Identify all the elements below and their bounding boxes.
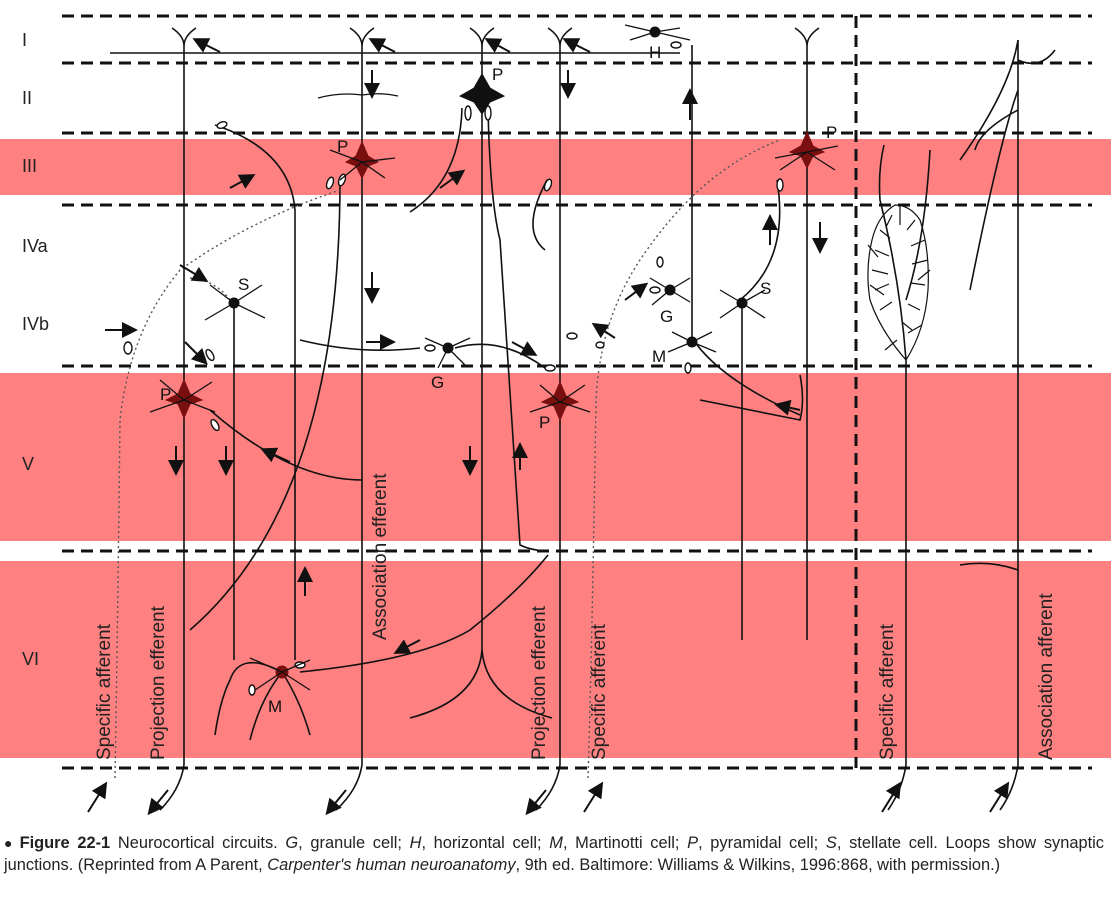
caption-figure-number: Figure 22-1: [19, 834, 111, 852]
caption-g-desc: , granule cell;: [298, 834, 410, 852]
layer-label-VI: VI: [22, 649, 39, 669]
caption-book-title: Carpenter's human neuroanatomy: [267, 856, 516, 874]
band-layer-III: [0, 139, 1111, 195]
layer-label-III: III: [22, 156, 37, 176]
layer-label-II: II: [22, 88, 32, 108]
pyramidal-cell-layer-II: [458, 72, 506, 115]
pyramidal-cell-layer-III-right: [788, 130, 826, 170]
cell-label-P-layer-III-left: P: [337, 137, 348, 156]
cell-label-P-layer-V-right: P: [539, 413, 550, 432]
afferent-arbor: [867, 204, 931, 361]
specific-afferent-dotted: [114, 139, 781, 779]
caption-abbr-h: H: [409, 834, 422, 852]
layer-label-I: I: [22, 30, 27, 50]
caption-abbr-p: P: [687, 834, 699, 852]
direction-arrows: [87, 38, 1010, 816]
cell-label-G-right: G: [660, 307, 673, 326]
cell-label-S-left: S: [238, 275, 249, 294]
label-specific-afferent-center: Specific afferent: [589, 623, 610, 760]
caption-text-intro: Neurocortical circuits.: [117, 834, 286, 852]
caption-text-end: , 9th ed. Baltimore: Williams & Wilkins,…: [515, 856, 1001, 874]
caption-s-desc: , stellate cell. Loops show synaptic jun…: [4, 834, 1104, 874]
cell-label-P-layer-II: P: [492, 65, 503, 84]
caption-m-desc: , Martinotti cell;: [562, 834, 688, 852]
cortical-circuit-diagram: I II III IVa IVb V VI: [0, 14, 1111, 816]
band-layer-VI: [0, 561, 1111, 758]
cell-label-P-layer-V-left: P: [160, 385, 171, 404]
pyramidal-cell-layer-V-left: [164, 378, 204, 420]
pyramidal-cell-layer-V-right: [540, 380, 580, 422]
label-projection-efferent-left: Projection efferent: [148, 605, 169, 760]
label-association-afferent: Association afferent: [1036, 593, 1057, 760]
layer-label-IVb: IVb: [22, 314, 49, 334]
cell-dendrites: [149, 24, 839, 691]
figure-caption: ● Figure 22-1 Neurocortical circuits. G, …: [4, 832, 1104, 876]
caption-p-desc: , pyramidal cell;: [698, 834, 826, 852]
label-specific-afferent-left: Specific afferent: [94, 623, 115, 760]
caption-abbr-s: S: [825, 834, 837, 852]
cell-label-G-center: G: [431, 373, 444, 392]
caption-abbr-g: G: [285, 834, 299, 852]
layer-label-V: V: [22, 454, 34, 474]
cell-label-S-right: S: [760, 279, 771, 298]
caption-h-desc: , horizontal cell;: [421, 834, 550, 852]
cell-label-M-IVb: M: [652, 347, 666, 366]
layer-label-IVa: IVa: [22, 236, 49, 256]
cell-label-M-VI: M: [268, 697, 282, 716]
label-association-efferent: Association efferent: [370, 473, 391, 640]
cell-label-P-layer-III-right: P: [826, 123, 837, 142]
label-projection-efferent-center: Projection efferent: [529, 605, 550, 760]
cell-label-H: H: [649, 43, 661, 62]
label-specific-afferent-right: Specific afferent: [877, 623, 898, 760]
caption-abbr-m: M: [549, 834, 563, 852]
caption-bullet-icon: ●: [4, 835, 16, 851]
